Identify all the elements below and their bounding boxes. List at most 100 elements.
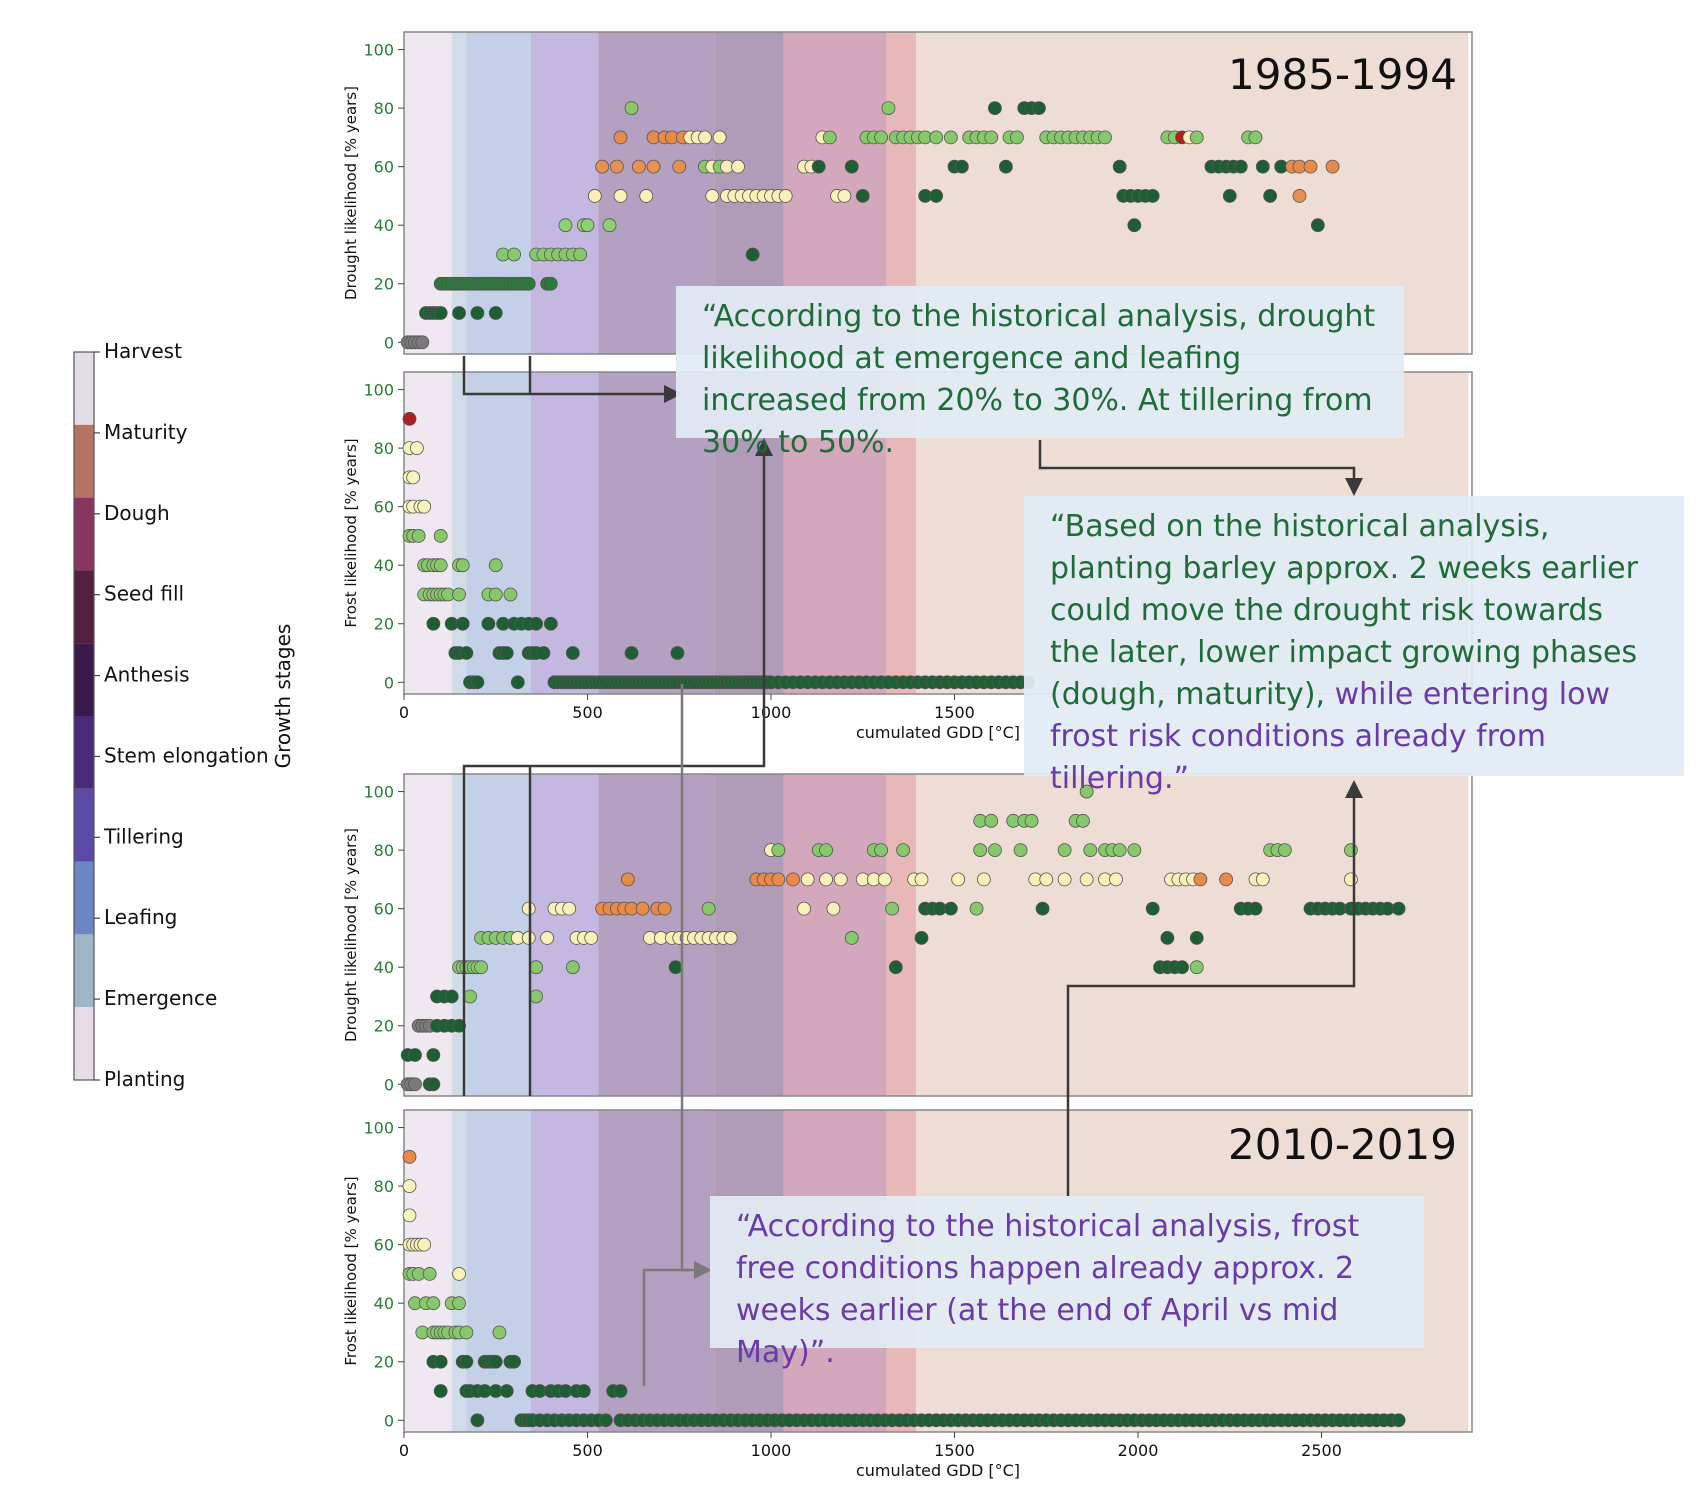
data-point [1189, 960, 1204, 975]
data-point [488, 1354, 503, 1369]
data-point [470, 675, 485, 690]
stage-band [451, 774, 467, 1096]
data-point [426, 1077, 441, 1092]
x-axis-label: cumulated GDD [°C] [856, 723, 1020, 742]
data-point [881, 101, 896, 116]
data-point [1039, 872, 1054, 887]
data-point [1343, 843, 1358, 858]
data-point [402, 411, 417, 426]
period-label-2010: 2010-2019 [1228, 1120, 1457, 1169]
data-point [888, 960, 903, 975]
legend-label: Dough [104, 501, 170, 525]
data-point [635, 901, 650, 916]
callout-earlier-planting-text: “Based on the historical analysis, plant… [1050, 509, 1638, 712]
data-point [1032, 101, 1046, 116]
data-point [587, 189, 602, 203]
data-point [712, 130, 727, 145]
data-point [402, 1208, 417, 1223]
data-point [1391, 901, 1406, 916]
y-tick-label: 20 [374, 1353, 394, 1372]
data-point [536, 646, 551, 660]
data-point [426, 616, 441, 631]
data-point [402, 1179, 417, 1194]
y-tick-label: 0 [384, 333, 394, 352]
data-point [558, 218, 573, 233]
panel-drought_2010: 0 20 40 60 80 100 Drought likelihood [% years] [342, 773, 1473, 1097]
data-point [580, 218, 595, 233]
data-point [1076, 813, 1090, 828]
y-axis-label: Drought likelihood [% years] [342, 828, 360, 1042]
callout-earlier-planting-frost-text: while entering low frost risk conditions… [1050, 677, 1610, 796]
data-point [668, 960, 683, 975]
data-point [433, 558, 448, 573]
stage-band [466, 372, 531, 694]
arrow-head [1345, 478, 1363, 496]
data-point [507, 1354, 522, 1369]
data-point [1057, 872, 1072, 887]
data-point [1303, 159, 1318, 174]
data-point [1112, 159, 1127, 174]
data-point [613, 189, 628, 203]
legend-label: Harvest [104, 339, 182, 363]
data-point [521, 276, 536, 291]
data-point [1263, 189, 1278, 203]
data-point [657, 901, 672, 916]
data-point [1233, 159, 1248, 174]
stage-band [783, 774, 887, 1096]
data-point [822, 130, 837, 145]
y-axis-label: Frost likelihood [% years] [342, 438, 360, 627]
legend-swatch [74, 716, 94, 789]
stage-band [404, 774, 452, 1096]
data-point [1248, 901, 1263, 916]
data-point [409, 441, 424, 456]
data-point [463, 989, 477, 1004]
data-point [723, 931, 738, 945]
data-point [833, 872, 848, 887]
data-point [929, 189, 944, 203]
data-point [914, 931, 929, 945]
data-point [492, 1325, 507, 1340]
data-point [529, 989, 544, 1004]
x-tick-label: 2500 [1301, 1441, 1342, 1460]
data-point [613, 130, 628, 145]
data-point [507, 247, 522, 262]
data-point [411, 529, 426, 543]
data-point [452, 306, 466, 320]
x-tick-label: 1500 [934, 703, 975, 722]
data-point [800, 872, 815, 887]
y-tick-label: 60 [374, 158, 394, 177]
data-point [973, 843, 988, 858]
callout-frost-free-text: “According to the historical analysis, f… [736, 1209, 1360, 1370]
data-point [595, 159, 610, 174]
legend-label: Leafing [104, 905, 177, 929]
data-point [415, 335, 430, 350]
stage-band [451, 32, 467, 354]
legend-label: Maturity [104, 420, 188, 444]
y-tick-label: 40 [374, 1294, 394, 1313]
data-point [778, 189, 793, 203]
x-tick-label: 0 [399, 703, 409, 722]
data-point [771, 843, 786, 858]
stage-band [530, 1110, 599, 1432]
data-point [943, 901, 958, 916]
legend-swatch [74, 352, 94, 425]
arrow-head [1345, 780, 1363, 798]
data-point [874, 130, 889, 145]
data-point [877, 872, 892, 887]
y-tick-label: 100 [363, 41, 394, 60]
data-point [1010, 130, 1024, 145]
data-point [1083, 843, 1098, 858]
y-tick-label: 100 [363, 381, 394, 400]
data-point [455, 558, 470, 573]
data-point [701, 901, 716, 916]
data-point [543, 276, 558, 291]
data-point [417, 499, 432, 514]
legend-swatch [74, 643, 94, 716]
callout-frost-free: “According to the historical analysis, f… [710, 1196, 1424, 1370]
data-point [510, 675, 525, 690]
y-tick-label: 40 [374, 556, 394, 575]
stage-band [404, 32, 452, 354]
data-point [929, 130, 944, 145]
arrow-to-planting [1038, 440, 1356, 482]
arrow-drought-1985 [462, 356, 672, 396]
